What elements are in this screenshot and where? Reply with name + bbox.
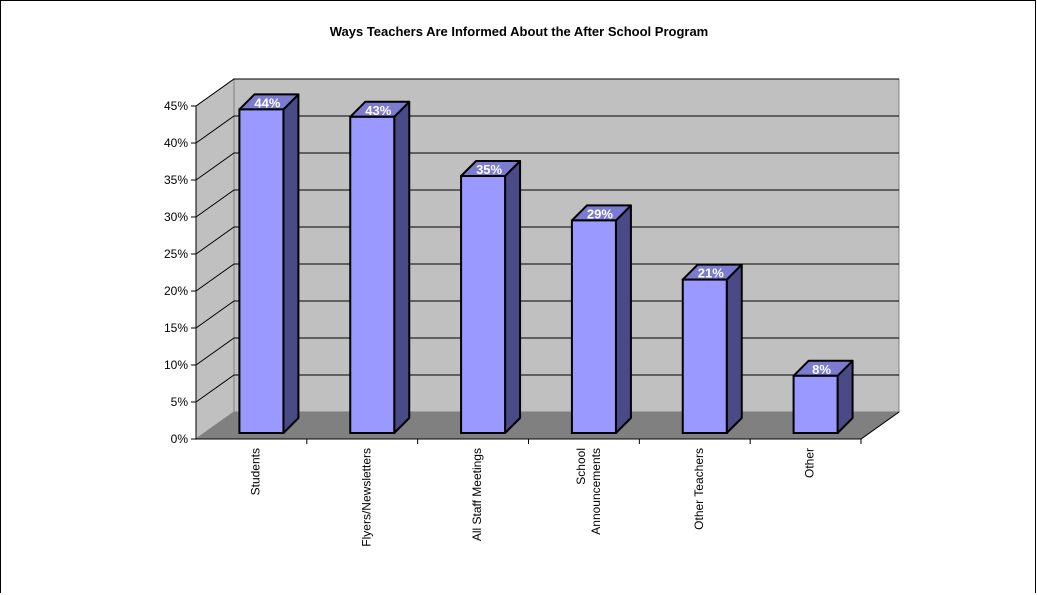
bar	[238, 108, 285, 435]
category-label-line: All Staff Meetings	[470, 448, 484, 541]
bar-side	[393, 100, 411, 434]
side-wall	[195, 78, 235, 440]
data-labels: 44% 43% 35% 29% 21% 8%	[254, 95, 831, 376]
back-wall	[233, 78, 900, 413]
category-label: SchoolAnnouncements	[574, 448, 603, 535]
bar	[792, 374, 839, 434]
category-label-line: Announcements	[589, 448, 603, 535]
gridline	[195, 337, 899, 366]
category-label-line: Flyers/Newsletters	[359, 448, 373, 547]
y-tick-label: 25%	[164, 247, 188, 261]
bar-side	[614, 204, 632, 434]
bar	[349, 115, 396, 435]
data-label: 44%	[254, 95, 280, 110]
data-label: 29%	[587, 206, 613, 221]
gridline	[195, 374, 899, 403]
data-label: 21%	[698, 266, 724, 281]
bar	[460, 175, 507, 434]
y-tick-label: 10%	[164, 358, 188, 372]
category-axis: Students Flyers/Newsletters All Staff Meet…	[196, 411, 900, 547]
category-label-line: Other Teachers	[692, 448, 706, 530]
data-label: 43%	[365, 103, 391, 118]
y-tick-label: 40%	[164, 136, 188, 150]
bar-side	[282, 93, 300, 434]
y-tick-label: 45%	[164, 99, 188, 113]
y-tick-label: 0%	[171, 432, 189, 446]
category-label-line: Students	[248, 448, 262, 495]
gridline	[195, 300, 899, 329]
y-tick-label: 5%	[171, 395, 189, 409]
y-tick-label: 20%	[164, 284, 188, 298]
gridlines	[195, 78, 899, 403]
y-tick-label: 15%	[164, 321, 188, 335]
data-label: 8%	[812, 362, 831, 377]
data-label: 35%	[476, 162, 502, 177]
category-label-line: Other	[803, 448, 817, 478]
gridline	[195, 115, 899, 144]
y-tick-label: 35%	[164, 173, 188, 187]
category-label: Other Teachers	[692, 448, 706, 530]
bar	[570, 219, 617, 434]
gridline	[195, 263, 899, 292]
gridline	[195, 152, 899, 181]
bar-side	[504, 160, 522, 434]
bar	[681, 278, 728, 434]
gridline	[195, 226, 899, 255]
gridline	[195, 78, 899, 107]
bars	[238, 93, 854, 435]
bar-side	[725, 263, 743, 434]
category-label: Students	[248, 448, 262, 495]
y-tick-label: 30%	[164, 210, 188, 224]
gridline	[195, 189, 899, 218]
value-axis: 0% 5% 10% 15% 20% 25% 30% 35% 40% 45%	[164, 99, 197, 446]
category-label: Other	[803, 448, 817, 478]
category-label: All Staff Meetings	[470, 448, 484, 541]
category-label: Flyers/Newsletters	[359, 448, 373, 547]
chart-title: Ways Teachers Are Informed About the Aft…	[330, 24, 709, 39]
category-label-line: School	[574, 448, 588, 485]
